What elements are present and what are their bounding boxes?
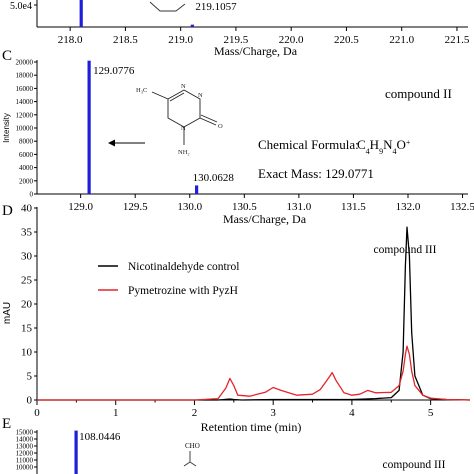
- d-y-tick-label: 15: [21, 323, 33, 335]
- d-y-tick-label: 40: [21, 203, 33, 215]
- c-peak-bar: [87, 60, 91, 195]
- b-x-tick-label: 221.5: [445, 34, 470, 46]
- c-y-tick-label: 14000: [16, 98, 34, 106]
- d-series-line-pyzh: [37, 345, 471, 401]
- c-y-tick-label: 8000: [19, 138, 34, 146]
- e-compound-title: compound III: [383, 459, 446, 471]
- c-y-tick-label: 2000: [19, 177, 34, 185]
- c-x-tick-label: 129.5: [123, 201, 148, 213]
- b-x-tick-label: 219.0: [168, 34, 193, 46]
- e-peak-label: 108.0446: [79, 431, 121, 443]
- c-formula-value: C4H9N4O+: [357, 137, 411, 156]
- d-x-tick-label: 1: [113, 407, 119, 419]
- c-peak-label: 129.0776: [93, 65, 135, 77]
- c-arrow-head: [108, 139, 115, 147]
- b-y-tick-label: 5.0e4: [10, 1, 32, 12]
- d-y-tick-label: 0: [27, 395, 33, 407]
- c-exact-mass: Exact Mass: 129.0771: [258, 166, 374, 181]
- b-x-axis-label: Mass/Charge, Da: [214, 44, 298, 58]
- c-y-tick-label: 12000: [16, 111, 34, 119]
- c-x-tick-label: 131.5: [341, 201, 366, 213]
- b-x-tick-label: 221.0: [389, 34, 414, 46]
- c-x-tick-label: 130.5: [232, 201, 257, 213]
- e-panel-letter: E: [2, 416, 11, 432]
- d-x-tick-label: 0: [34, 407, 40, 419]
- e-structure-label: CHO: [185, 442, 200, 450]
- e-structure-fragment: [183, 451, 197, 467]
- c-x-tick-label: 129.0: [68, 201, 93, 213]
- d-y-tick-label: 5: [27, 371, 33, 383]
- c-structure-co-bond2: [200, 114, 218, 123]
- c-structure-atom: H₃C: [136, 87, 147, 94]
- c-structure-ring: [167, 89, 201, 128]
- d-y-tick-label: 30: [21, 251, 33, 263]
- d-y-axis-label: mAU: [2, 302, 13, 324]
- c-y-tick-label: 20000: [16, 59, 34, 67]
- c-x-tick-label: 132.5: [450, 201, 474, 213]
- d-y-tick-label: 25: [21, 275, 33, 287]
- c-formula-label: Chemical Formula:: [258, 137, 359, 152]
- e-y-tick-label: 15000: [16, 429, 34, 437]
- c-structure-atom: N: [198, 92, 203, 99]
- d-x-tick-label: 3: [270, 407, 276, 419]
- b-x-tick-label: 218.0: [58, 34, 83, 46]
- d-x-tick-label: 4: [349, 407, 355, 419]
- c-structure-double-bond: [169, 92, 185, 102]
- c-structure-atom: O: [218, 123, 223, 130]
- d-legend-label: Nicotinaldehyde control: [128, 261, 239, 273]
- b-peak-bar: [190, 24, 194, 27]
- c-y-tick-label: 0: [30, 191, 34, 199]
- d-legend-label: Pymetrozine with PyzH: [128, 285, 238, 297]
- e-peak-bar: [74, 430, 78, 474]
- c-structure-atom: N: [181, 83, 186, 90]
- b-x-tick-label: 218.5: [113, 34, 138, 46]
- c-y-tick-label: 10000: [16, 125, 34, 133]
- c-peak-bar: [195, 185, 199, 194]
- e-y-tick-label: 10000: [16, 464, 34, 472]
- c-y-tick-label: 16000: [16, 85, 34, 93]
- d-x-tick-label: 2: [192, 407, 198, 419]
- e-y-tick-label: 11000: [16, 457, 34, 465]
- c-peak-label: 130.0628: [193, 172, 235, 184]
- b-structure-fragment: [149, 1, 186, 12]
- c-structure: [151, 89, 218, 145]
- c-y-tick-label: 4000: [19, 164, 34, 172]
- c-y-tick-label: 18000: [16, 72, 34, 80]
- c-x-tick-label: 132.0: [396, 201, 421, 213]
- c-y-tick-label: 6000: [19, 151, 34, 159]
- b-peak-bar: [79, 0, 83, 27]
- d-x-axis-label: Retention time (min): [201, 420, 302, 434]
- b-peak-label: 219.1057: [195, 1, 237, 13]
- e-y-tick-label: 13000: [16, 443, 34, 451]
- c-panel-letter: C: [2, 48, 12, 64]
- c-y-axis-label: Intensity: [2, 113, 11, 143]
- c-structure-co-bond: [199, 117, 217, 126]
- d-y-tick-label: 20: [21, 299, 33, 311]
- c-compound-title: compound II: [385, 86, 452, 101]
- b-x-tick-label: 220.5: [334, 34, 359, 46]
- c-structure-atom: NH₂: [178, 149, 190, 156]
- d-peak-annotation: compound III: [374, 244, 437, 256]
- d-y-tick-label: 10: [21, 347, 33, 359]
- d-y-tick-label: 35: [21, 227, 33, 239]
- d-x-tick-label: 5: [428, 407, 434, 419]
- e-y-tick-label: 12000: [16, 450, 34, 458]
- c-structure-atom: N: [181, 125, 186, 132]
- b-x-tick-label: 219.5: [224, 34, 249, 46]
- d-panel-letter: D: [2, 203, 13, 219]
- c-structure-methyl-bond: [151, 91, 169, 100]
- c-x-axis-label: Mass/Charge, Da: [223, 212, 307, 226]
- e-y-tick-label: 14000: [16, 436, 34, 444]
- c-x-tick-label: 131.0: [286, 201, 311, 213]
- c-x-tick-label: 130.0: [177, 201, 202, 213]
- b-x-tick-label: 220.0: [279, 34, 304, 46]
